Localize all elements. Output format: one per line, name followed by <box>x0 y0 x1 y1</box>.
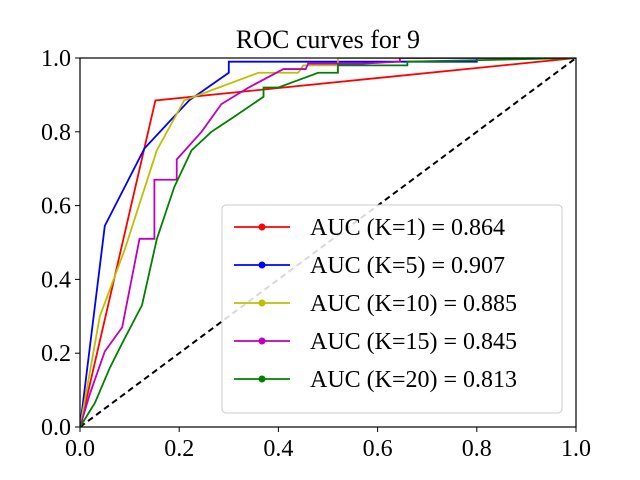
legend-marker <box>258 223 266 231</box>
legend-label: AUC (K=20) = 0.813 <box>310 367 517 393</box>
y-tick-label: 0.0 <box>41 415 71 441</box>
legend-box <box>221 204 563 414</box>
y-tick-label: 0.8 <box>41 120 71 146</box>
legend: AUC (K=1) = 0.864 AUC (K=5) = 0.907 AUC (K… <box>221 204 563 414</box>
legend-entry: AUC (K=1) = 0.864 <box>234 215 505 241</box>
roc-series-line-5 <box>80 58 576 427</box>
legend-label: AUC (K=1) = 0.864 <box>310 215 505 241</box>
legend-entry: AUC (K=5) = 0.907 <box>234 253 505 279</box>
legend-label: AUC (K=15) = 0.845 <box>310 329 517 355</box>
legend-marker <box>258 299 266 307</box>
x-tick-label: 0.4 <box>263 436 293 462</box>
plot-frame <box>79 57 577 428</box>
y-tick-label: 0.6 <box>41 194 71 220</box>
series-layer <box>80 58 576 427</box>
roc-series-line-4 <box>80 58 576 427</box>
y-tick-label: 0.2 <box>41 341 71 367</box>
x-tick-label: 0.0 <box>65 436 95 462</box>
legend-marker <box>258 375 266 383</box>
legend-label: AUC (K=5) = 0.907 <box>310 253 505 279</box>
x-tick-label: 0.8 <box>462 436 492 462</box>
x-tick-label: 0.6 <box>363 436 393 462</box>
legend-entry: AUC (K=20) = 0.813 <box>234 367 517 393</box>
axes-layer: 0.0 0.2 0.4 0.6 0.8 1.0 0.0 0.2 0.4 0.6 0.8 1.0 <box>41 46 591 462</box>
roc-series-line-2 <box>80 58 576 427</box>
legend-entry: AUC (K=10) = 0.885 <box>234 291 517 317</box>
chance-diagonal-line <box>80 58 576 427</box>
legend-marker <box>258 337 266 345</box>
y-tick-label: 0.4 <box>41 267 71 293</box>
legend-marker <box>258 261 266 269</box>
chart-title: ROC curves for 9 <box>236 25 420 54</box>
y-tick-label: 1.0 <box>41 46 71 72</box>
x-tick-label: 1.0 <box>561 436 591 462</box>
x-tick-label: 0.2 <box>164 436 194 462</box>
roc-series-line-1 <box>80 58 576 427</box>
legend-label: AUC (K=10) = 0.885 <box>310 291 517 317</box>
legend-entry: AUC (K=15) = 0.845 <box>234 329 517 355</box>
